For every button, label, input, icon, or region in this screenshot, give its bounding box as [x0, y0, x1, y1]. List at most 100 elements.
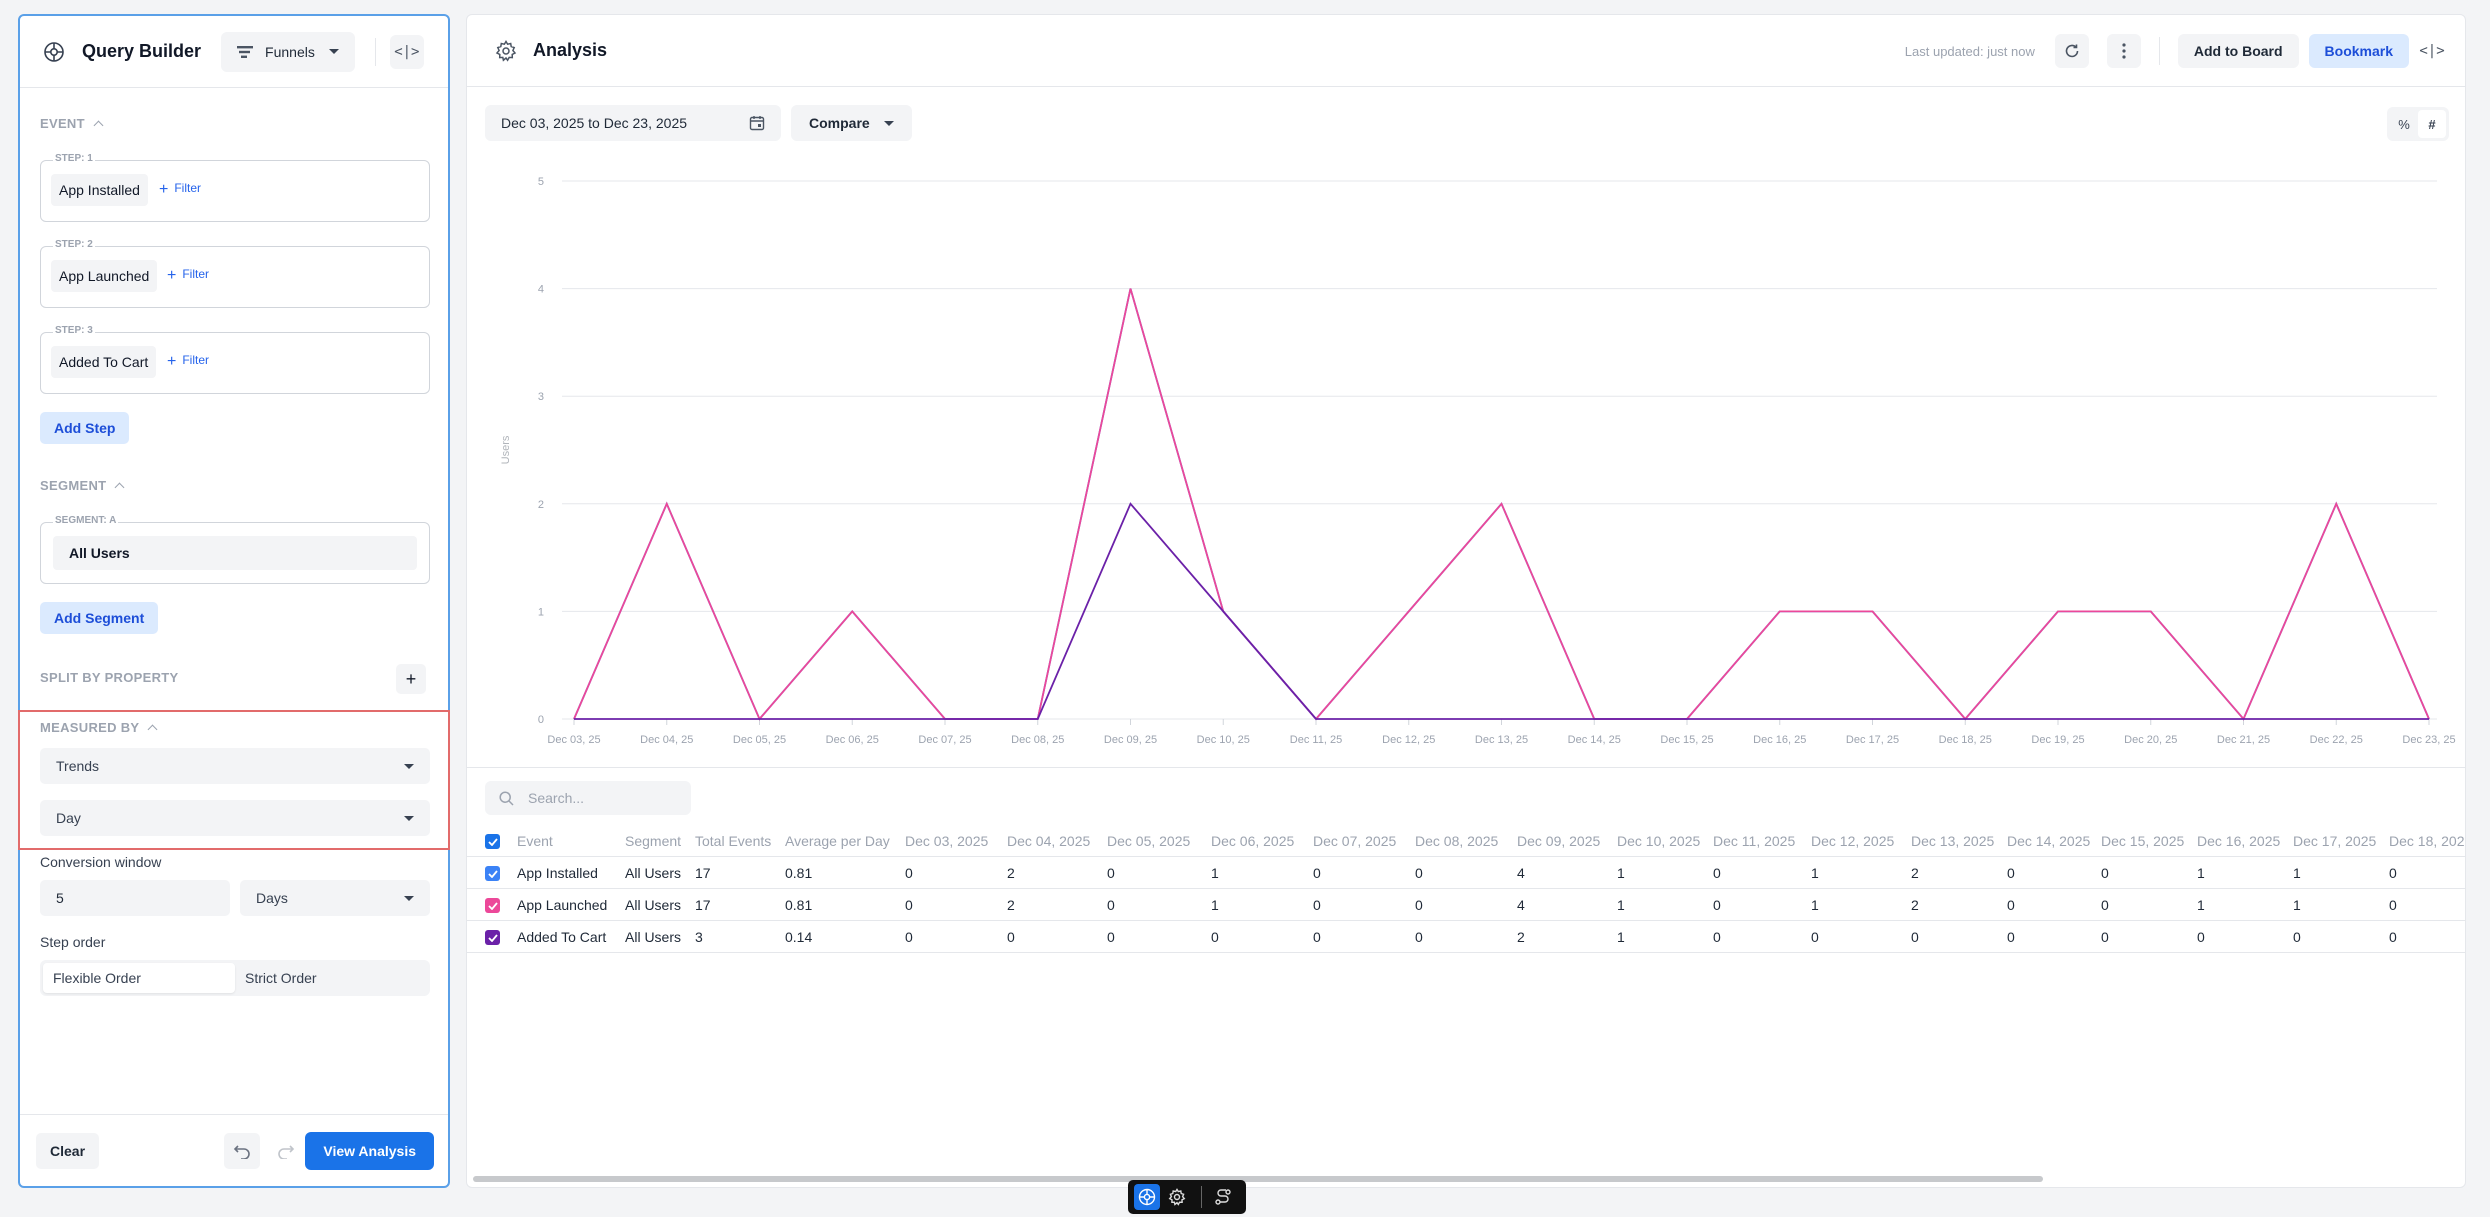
date-range-picker[interactable]: Dec 03, 2025 to Dec 23, 2025	[485, 105, 781, 141]
chevron-down-icon	[404, 815, 414, 821]
scrollbar-thumb[interactable]	[473, 1176, 2043, 1182]
interval-select[interactable]: Day	[40, 800, 430, 836]
collapse-panel-button[interactable]: <|>	[389, 34, 424, 69]
analysis-type-dropdown[interactable]: Funnels	[221, 31, 355, 72]
collapse-analysis-button[interactable]: <|>	[2415, 34, 2449, 68]
clear-button[interactable]: Clear	[36, 1133, 100, 1169]
chevron-up-icon	[114, 482, 125, 493]
table-cell: 0	[1107, 865, 1115, 881]
row-checkbox[interactable]	[485, 866, 500, 881]
dock-settings-button[interactable]	[1164, 1184, 1190, 1210]
table-cell: 2	[1007, 865, 1015, 881]
table-cell: 0	[1811, 929, 1819, 945]
analysis-settings-icon	[495, 39, 517, 62]
y-tick-label: 4	[538, 284, 544, 296]
chevron-down-icon	[328, 49, 339, 54]
plus-icon: +	[167, 267, 177, 284]
add-segment-button[interactable]: Add Segment	[40, 602, 159, 634]
route-icon	[1215, 1189, 1231, 1205]
measured-by-label: MEASURED BY	[40, 720, 140, 735]
query-builder-panel: Query Builder Funnels <|> EVENT STEP: 1 …	[18, 14, 450, 1188]
table-cell: 2	[1517, 929, 1525, 945]
y-axis-label: Users	[500, 435, 512, 464]
add-filter-link[interactable]: + Filter	[167, 267, 209, 285]
event-section-label: EVENT	[40, 116, 85, 131]
interval-value: Day	[56, 810, 81, 826]
refresh-button[interactable]	[2054, 34, 2089, 68]
x-tick-label: Dec 04, 25	[640, 734, 693, 746]
step-event-chip[interactable]: Added To Cart	[51, 346, 157, 378]
table-cell: 0.81	[785, 897, 813, 913]
table-cell: 1	[1617, 865, 1625, 881]
value-mode-toggle: % #	[2387, 107, 2449, 141]
table-header-cell: Event	[517, 833, 553, 849]
bookmark-button[interactable]: Bookmark	[2308, 34, 2409, 68]
query-builder-title: Query Builder	[82, 41, 202, 61]
step-2-box: STEP: 2 App Launched + Filter	[40, 239, 430, 308]
table-header-cell: Total Events	[695, 833, 772, 849]
table-search-input[interactable]: Search...	[485, 781, 691, 815]
table-cell: Added To Cart	[517, 929, 607, 945]
x-tick-label: Dec 03, 25	[547, 734, 600, 746]
table-cell: 0	[2101, 929, 2109, 945]
x-tick-label: Dec 15, 25	[1660, 734, 1713, 746]
step-event-chip[interactable]: App Launched	[51, 260, 158, 292]
y-tick-label: 5	[538, 176, 544, 188]
step-label: STEP: 1	[53, 153, 95, 164]
step-label: STEP: 2	[53, 239, 95, 250]
trend-line-chart: 0 1 2 3 4 5 Users Dec 03, 25 Dec 04, 25 Dec 05, 2…	[500, 176, 2456, 746]
table-cell: 0	[1415, 865, 1423, 881]
y-tick-label: 0	[538, 714, 544, 726]
select-all-checkbox[interactable]	[485, 834, 500, 849]
row-checkbox[interactable]	[485, 898, 500, 913]
more-vertical-icon	[2122, 43, 2126, 59]
table-header-cell: Dec 15, 2025	[2101, 833, 2185, 849]
strict-order-option[interactable]: Strict Order	[245, 970, 317, 986]
table-header-cell: Dec 04, 2025	[1007, 833, 1091, 849]
horizontal-scrollbar[interactable]	[473, 1175, 2461, 1183]
conversion-window-unit-select[interactable]: Days	[240, 880, 430, 916]
table-cell: 0	[1107, 929, 1115, 945]
x-tick-label: Dec 21, 25	[2217, 734, 2270, 746]
table-cell: 4	[1517, 865, 1525, 881]
table-cell: 0	[1911, 929, 1919, 945]
dock-route-button[interactable]	[1210, 1184, 1236, 1210]
table-cell: 1	[2197, 865, 2205, 881]
add-filter-link[interactable]: + Filter	[167, 353, 209, 371]
table-cell: All Users	[625, 865, 682, 881]
segment-section-label: SEGMENT	[40, 478, 107, 493]
measure-type-select[interactable]: Trends	[40, 748, 430, 784]
measured-by-toggle[interactable]: MEASURED BY	[40, 720, 158, 735]
redo-button[interactable]	[268, 1133, 304, 1169]
percent-mode-button[interactable]: %	[2398, 116, 2410, 132]
table-cell: 0	[2007, 897, 2015, 913]
conversion-window-input[interactable]: 5	[40, 880, 230, 916]
more-options-button[interactable]	[2106, 34, 2141, 68]
row-checkbox[interactable]	[485, 930, 500, 945]
event-section-toggle[interactable]: EVENT	[40, 116, 104, 131]
measure-type-value: Trends	[56, 758, 100, 774]
table-cell: 1	[1211, 865, 1219, 881]
add-step-button[interactable]: Add Step	[40, 412, 130, 444]
undo-button[interactable]	[224, 1133, 260, 1169]
table-row: App Installed All Users 17 0.81 0 2 0 1 0 0 4 1 0 1 2 0…	[467, 857, 2465, 889]
compare-dropdown[interactable]: Compare	[791, 105, 912, 141]
table-cell: 0	[2007, 929, 2015, 945]
x-tick-label: Dec 16, 25	[1753, 734, 1806, 746]
view-analysis-button[interactable]: View Analysis	[305, 1132, 434, 1170]
step-event-chip[interactable]: App Installed	[51, 174, 148, 206]
dock-query-builder-button[interactable]	[1134, 1184, 1160, 1210]
add-filter-link[interactable]: + Filter	[159, 181, 201, 199]
analysis-actions: Last updated: just now Add to Board Book…	[1905, 34, 2449, 68]
count-mode-button[interactable]: #	[2418, 110, 2446, 138]
x-tick-label: Dec 22, 25	[2310, 734, 2363, 746]
flexible-order-option[interactable]: Flexible Order	[43, 963, 235, 993]
add-to-board-button[interactable]: Add to Board	[2177, 34, 2299, 68]
analysis-title: Analysis	[533, 40, 608, 60]
add-split-property-button[interactable]: +	[396, 664, 426, 694]
x-tick-label: Dec 10, 25	[1197, 734, 1250, 746]
segment-value[interactable]: All Users	[53, 536, 417, 570]
segment-section-toggle[interactable]: SEGMENT	[40, 478, 125, 493]
x-tick-label: Dec 14, 25	[1568, 734, 1621, 746]
table-cell: 2	[1911, 897, 1919, 913]
